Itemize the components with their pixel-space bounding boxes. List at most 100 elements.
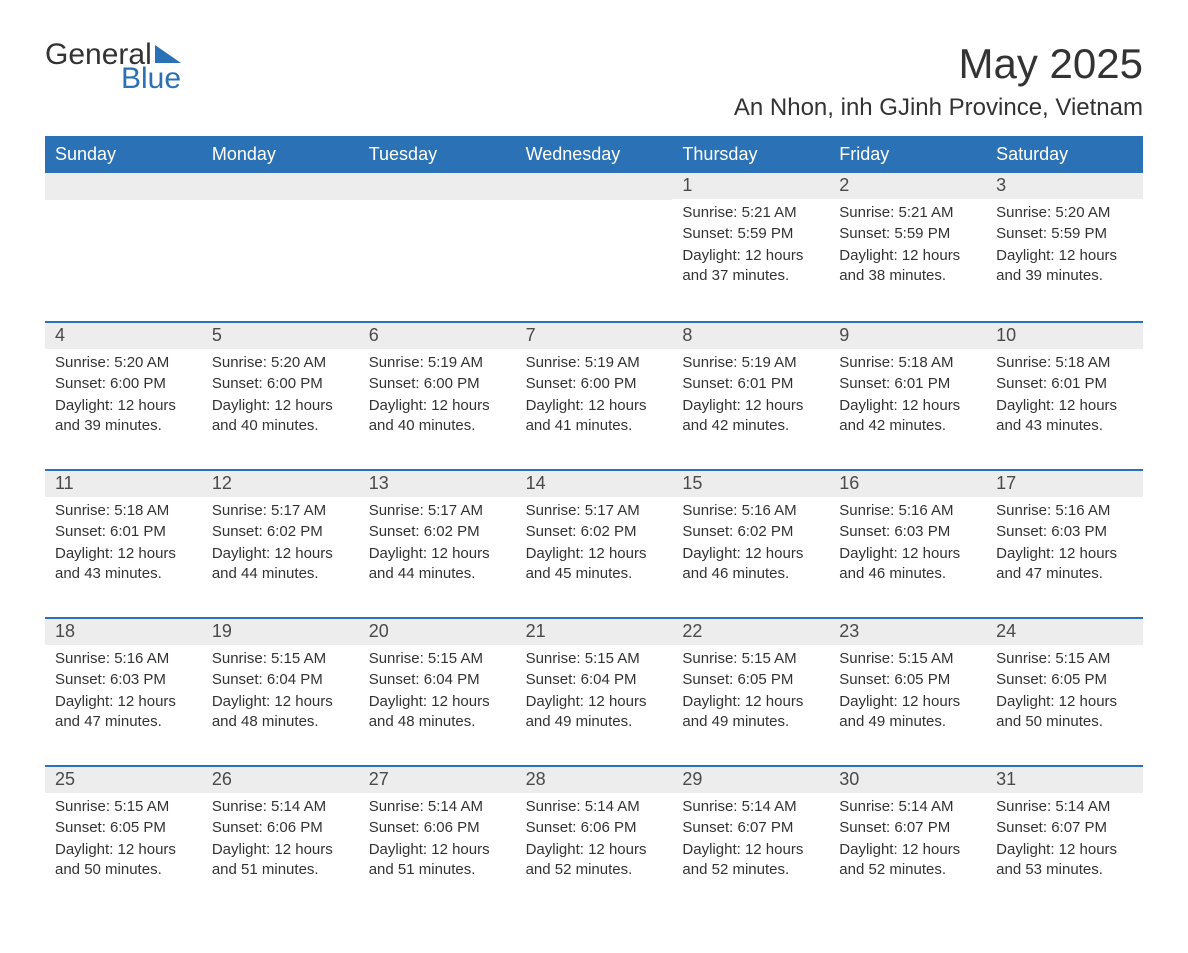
sunrise-line: Sunrise: 5:21 AM: [839, 203, 976, 223]
sunrise-line: Sunrise: 5:19 AM: [526, 353, 663, 373]
sunrise-label: Sunrise:: [526, 650, 581, 667]
daylight-label: Daylight:: [55, 693, 113, 710]
sunrise-label: Sunrise:: [682, 354, 737, 371]
daylight-line: Daylight: 12 hours and 38 minutes.: [839, 246, 976, 287]
day-info: Sunrise: 5:14 AMSunset: 6:07 PMDaylight:…: [986, 793, 1143, 880]
daylight-label: Daylight:: [55, 397, 113, 414]
daylight-label: Daylight:: [839, 693, 897, 710]
daylight-label: Daylight:: [212, 397, 270, 414]
sunset-label: Sunset:: [996, 523, 1047, 540]
sunrise-value: 5:14 AM: [428, 798, 483, 815]
weekday-header: Sunday: [45, 138, 202, 171]
weeks-container: 1Sunrise: 5:21 AMSunset: 5:59 PMDaylight…: [45, 173, 1143, 913]
sunset-value: 6:05 PM: [1051, 671, 1107, 688]
daylight-label: Daylight:: [839, 545, 897, 562]
sunrise-value: 5:14 AM: [742, 798, 797, 815]
sunset-line: Sunset: 6:01 PM: [682, 374, 819, 394]
sunset-line: Sunset: 6:07 PM: [996, 818, 1133, 838]
day-info: Sunrise: 5:21 AMSunset: 5:59 PMDaylight:…: [829, 199, 986, 286]
sunset-label: Sunset:: [682, 523, 733, 540]
sunrise-value: 5:15 AM: [1055, 650, 1110, 667]
sunrise-value: 5:17 AM: [585, 502, 640, 519]
sunrise-value: 5:20 AM: [1055, 204, 1110, 221]
calendar-cell: [202, 173, 359, 321]
daylight-label: Daylight:: [526, 841, 584, 858]
day-number: 17: [986, 471, 1143, 497]
calendar-cell: 25Sunrise: 5:15 AMSunset: 6:05 PMDayligh…: [45, 767, 202, 913]
daylight-label: Daylight:: [55, 545, 113, 562]
sunset-label: Sunset:: [839, 375, 890, 392]
daylight-label: Daylight:: [682, 545, 740, 562]
day-number: 12: [202, 471, 359, 497]
weekday-header: Friday: [829, 138, 986, 171]
sunrise-label: Sunrise:: [996, 502, 1051, 519]
day-number: 29: [672, 767, 829, 793]
calendar-cell: 14Sunrise: 5:17 AMSunset: 6:02 PMDayligh…: [516, 471, 673, 617]
sunrise-value: 5:18 AM: [898, 354, 953, 371]
day-info: Sunrise: 5:20 AMSunset: 5:59 PMDaylight:…: [986, 199, 1143, 286]
sunrise-label: Sunrise:: [212, 354, 267, 371]
title-block: May 2025 An Nhon, inh GJinh Province, Vi…: [734, 40, 1143, 122]
daylight-label: Daylight:: [212, 545, 270, 562]
calendar-cell: [45, 173, 202, 321]
daylight-label: Daylight:: [369, 397, 427, 414]
day-info: Sunrise: 5:14 AMSunset: 6:06 PMDaylight:…: [359, 793, 516, 880]
sunset-line: Sunset: 6:01 PM: [55, 522, 192, 542]
day-number: [202, 173, 359, 200]
calendar-cell: 3Sunrise: 5:20 AMSunset: 5:59 PMDaylight…: [986, 173, 1143, 321]
daylight-line: Daylight: 12 hours and 42 minutes.: [682, 396, 819, 437]
logo-text-bottom: Blue: [121, 64, 181, 94]
daylight-line: Daylight: 12 hours and 52 minutes.: [839, 840, 976, 881]
daylight-line: Daylight: 12 hours and 49 minutes.: [839, 692, 976, 733]
sunset-value: 6:02 PM: [581, 523, 637, 540]
daylight-line: Daylight: 12 hours and 39 minutes.: [55, 396, 192, 437]
sunrise-line: Sunrise: 5:16 AM: [682, 501, 819, 521]
sunset-line: Sunset: 6:07 PM: [682, 818, 819, 838]
sunrise-value: 5:17 AM: [271, 502, 326, 519]
sunset-line: Sunset: 6:05 PM: [996, 670, 1133, 690]
sunset-label: Sunset:: [839, 225, 890, 242]
sunrise-label: Sunrise:: [369, 650, 424, 667]
sunrise-line: Sunrise: 5:14 AM: [369, 797, 506, 817]
day-number: 10: [986, 323, 1143, 349]
sunrise-line: Sunrise: 5:15 AM: [526, 649, 663, 669]
sunset-value: 6:01 PM: [894, 375, 950, 392]
calendar-cell: 29Sunrise: 5:14 AMSunset: 6:07 PMDayligh…: [672, 767, 829, 913]
sunset-value: 6:04 PM: [581, 671, 637, 688]
sunrise-value: 5:16 AM: [1055, 502, 1110, 519]
daylight-line: Daylight: 12 hours and 49 minutes.: [526, 692, 663, 733]
day-info: Sunrise: 5:20 AMSunset: 6:00 PMDaylight:…: [202, 349, 359, 436]
weekday-header: Thursday: [672, 138, 829, 171]
sunset-value: 6:03 PM: [1051, 523, 1107, 540]
daylight-label: Daylight:: [212, 841, 270, 858]
calendar-cell: 13Sunrise: 5:17 AMSunset: 6:02 PMDayligh…: [359, 471, 516, 617]
day-number: 3: [986, 173, 1143, 199]
sunrise-line: Sunrise: 5:16 AM: [55, 649, 192, 669]
day-info: Sunrise: 5:20 AMSunset: 6:00 PMDaylight:…: [45, 349, 202, 436]
sunrise-label: Sunrise:: [526, 354, 581, 371]
day-info: Sunrise: 5:16 AMSunset: 6:03 PMDaylight:…: [986, 497, 1143, 584]
sunrise-line: Sunrise: 5:14 AM: [212, 797, 349, 817]
daylight-label: Daylight:: [55, 841, 113, 858]
sunset-value: 6:00 PM: [110, 375, 166, 392]
sunset-value: 6:07 PM: [894, 819, 950, 836]
sunset-line: Sunset: 6:02 PM: [369, 522, 506, 542]
sunrise-value: 5:16 AM: [114, 650, 169, 667]
sunrise-line: Sunrise: 5:14 AM: [996, 797, 1133, 817]
sunrise-line: Sunrise: 5:14 AM: [526, 797, 663, 817]
calendar-cell: 12Sunrise: 5:17 AMSunset: 6:02 PMDayligh…: [202, 471, 359, 617]
calendar-cell: [359, 173, 516, 321]
day-number: 31: [986, 767, 1143, 793]
sunrise-line: Sunrise: 5:17 AM: [212, 501, 349, 521]
sunrise-label: Sunrise:: [682, 204, 737, 221]
sunset-line: Sunset: 6:07 PM: [839, 818, 976, 838]
calendar-week-row: 4Sunrise: 5:20 AMSunset: 6:00 PMDaylight…: [45, 321, 1143, 469]
sunset-label: Sunset:: [526, 375, 577, 392]
day-info: Sunrise: 5:14 AMSunset: 6:06 PMDaylight:…: [202, 793, 359, 880]
day-number: 28: [516, 767, 673, 793]
sunset-label: Sunset:: [996, 225, 1047, 242]
weekday-header: Saturday: [986, 138, 1143, 171]
calendar-cell: 30Sunrise: 5:14 AMSunset: 6:07 PMDayligh…: [829, 767, 986, 913]
calendar-cell: 23Sunrise: 5:15 AMSunset: 6:05 PMDayligh…: [829, 619, 986, 765]
calendar-cell: 17Sunrise: 5:16 AMSunset: 6:03 PMDayligh…: [986, 471, 1143, 617]
